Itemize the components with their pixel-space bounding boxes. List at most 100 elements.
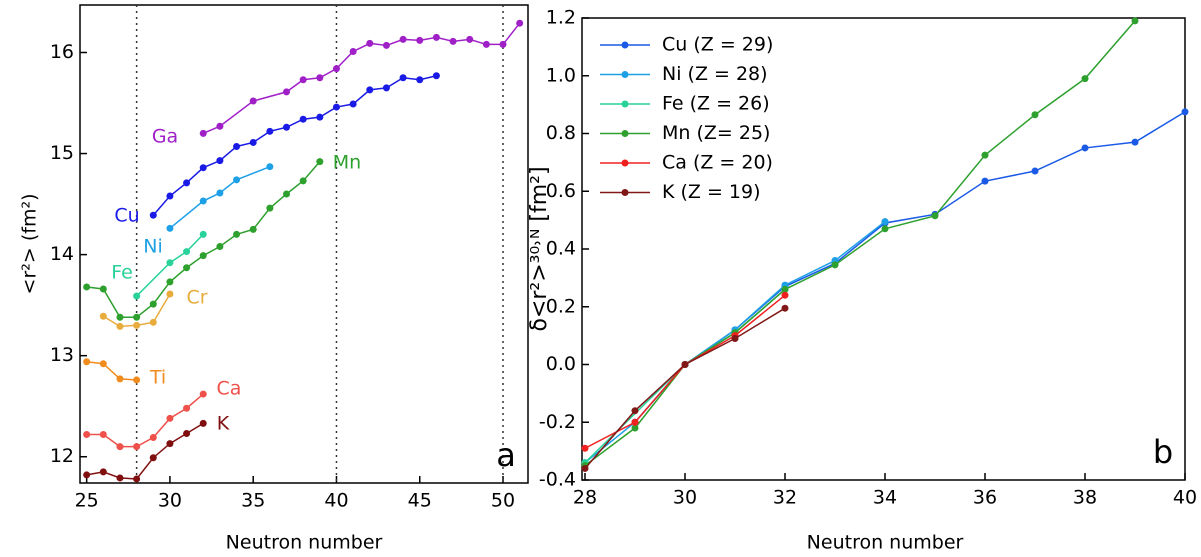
data-point xyxy=(133,475,141,483)
x-tick-label: 40 xyxy=(1173,487,1197,509)
data-point xyxy=(166,290,174,298)
plot-frame xyxy=(581,17,1186,481)
data-point xyxy=(332,103,340,111)
data-point xyxy=(249,97,257,105)
y-tick-label: 16 xyxy=(50,41,74,63)
data-point xyxy=(249,138,257,146)
data-point xyxy=(631,418,639,426)
data-point xyxy=(83,283,91,291)
legend-label: K (Z = 19) xyxy=(662,181,761,203)
data-point xyxy=(116,474,124,482)
x-axis-label: Neutron number xyxy=(807,532,964,554)
data-point xyxy=(233,142,241,150)
data-point xyxy=(149,300,157,308)
data-point xyxy=(581,464,589,472)
series-label: Ca xyxy=(217,378,242,400)
data-point xyxy=(149,318,157,326)
legend-label: Ca (Z = 20) xyxy=(662,152,773,174)
panel-label: b xyxy=(1153,433,1173,471)
x-tick-label: 45 xyxy=(408,490,432,512)
data-point xyxy=(731,335,739,343)
data-point xyxy=(283,190,291,198)
data-point xyxy=(881,218,889,226)
y-axis-label: δ<r²>³⁰˒ᴺ [fm²] xyxy=(527,166,552,331)
data-point xyxy=(199,164,207,172)
y-tick-label: 13 xyxy=(50,344,74,366)
series-label: Mn xyxy=(333,152,361,174)
data-point xyxy=(166,224,174,232)
data-point xyxy=(466,35,474,43)
legend-marker xyxy=(621,159,629,167)
data-point xyxy=(316,113,324,121)
data-point xyxy=(199,230,207,238)
data-point xyxy=(299,115,307,123)
y-tick-label: 0.2 xyxy=(546,295,576,317)
data-point xyxy=(149,211,157,219)
data-point xyxy=(216,243,224,251)
data-point xyxy=(631,424,639,432)
legend-label: Fe (Z = 26) xyxy=(662,93,770,115)
data-point xyxy=(299,177,307,185)
data-point xyxy=(116,313,124,321)
series-label: Ti xyxy=(149,367,166,389)
series-line xyxy=(584,220,886,464)
series-line xyxy=(86,393,204,448)
data-point xyxy=(199,390,207,398)
data-point xyxy=(166,259,174,267)
data-point xyxy=(216,189,224,197)
x-tick-label: 30 xyxy=(673,487,697,509)
legend-marker xyxy=(621,100,629,108)
x-tick-label: 35 xyxy=(241,490,265,512)
y-tick-label: 1.0 xyxy=(546,64,576,86)
x-tick-label: 50 xyxy=(491,490,515,512)
data-point xyxy=(581,444,589,452)
data-point xyxy=(1131,138,1139,146)
x-tick-label: 38 xyxy=(1073,487,1097,509)
data-point xyxy=(99,285,107,293)
data-point xyxy=(332,65,340,73)
data-point xyxy=(781,304,789,312)
data-point xyxy=(183,179,191,187)
data-point xyxy=(99,468,107,476)
data-point xyxy=(416,36,424,44)
data-point xyxy=(133,313,141,321)
series-line xyxy=(136,233,204,297)
data-point xyxy=(482,40,490,48)
data-point xyxy=(266,127,274,135)
y-tick-label: -0.4 xyxy=(539,469,576,491)
x-tick-label: 25 xyxy=(75,490,99,512)
data-point xyxy=(366,39,374,47)
series-label: Ni xyxy=(143,236,163,258)
data-point xyxy=(233,230,241,238)
series-label: K xyxy=(217,413,230,435)
data-point xyxy=(416,76,424,84)
data-point xyxy=(133,321,141,329)
data-point xyxy=(399,74,407,82)
y-tick-label: 1.2 xyxy=(546,7,576,29)
data-point xyxy=(399,35,407,43)
data-point xyxy=(432,33,440,41)
x-tick-label: 36 xyxy=(973,487,997,509)
data-point xyxy=(116,322,124,330)
y-tick-label: 14 xyxy=(50,243,74,265)
data-point xyxy=(1081,144,1089,152)
legend-marker xyxy=(621,71,629,78)
x-tick-label: 34 xyxy=(873,487,897,509)
data-point xyxy=(316,158,324,166)
data-point xyxy=(349,100,357,108)
data-point xyxy=(981,177,989,185)
data-point xyxy=(216,157,224,165)
series-line xyxy=(584,294,786,449)
x-tick-label: 32 xyxy=(773,487,797,509)
y-tick-label: 0.6 xyxy=(546,180,576,202)
data-point xyxy=(166,440,174,448)
data-point xyxy=(116,443,124,451)
y-axis-label: <r²> (fm²) xyxy=(19,194,41,295)
data-point xyxy=(449,37,457,45)
data-point xyxy=(1131,17,1139,25)
data-point xyxy=(981,151,989,159)
x-tick-label: 28 xyxy=(573,487,597,509)
data-point xyxy=(83,430,91,438)
series-label: Cr xyxy=(186,287,207,309)
